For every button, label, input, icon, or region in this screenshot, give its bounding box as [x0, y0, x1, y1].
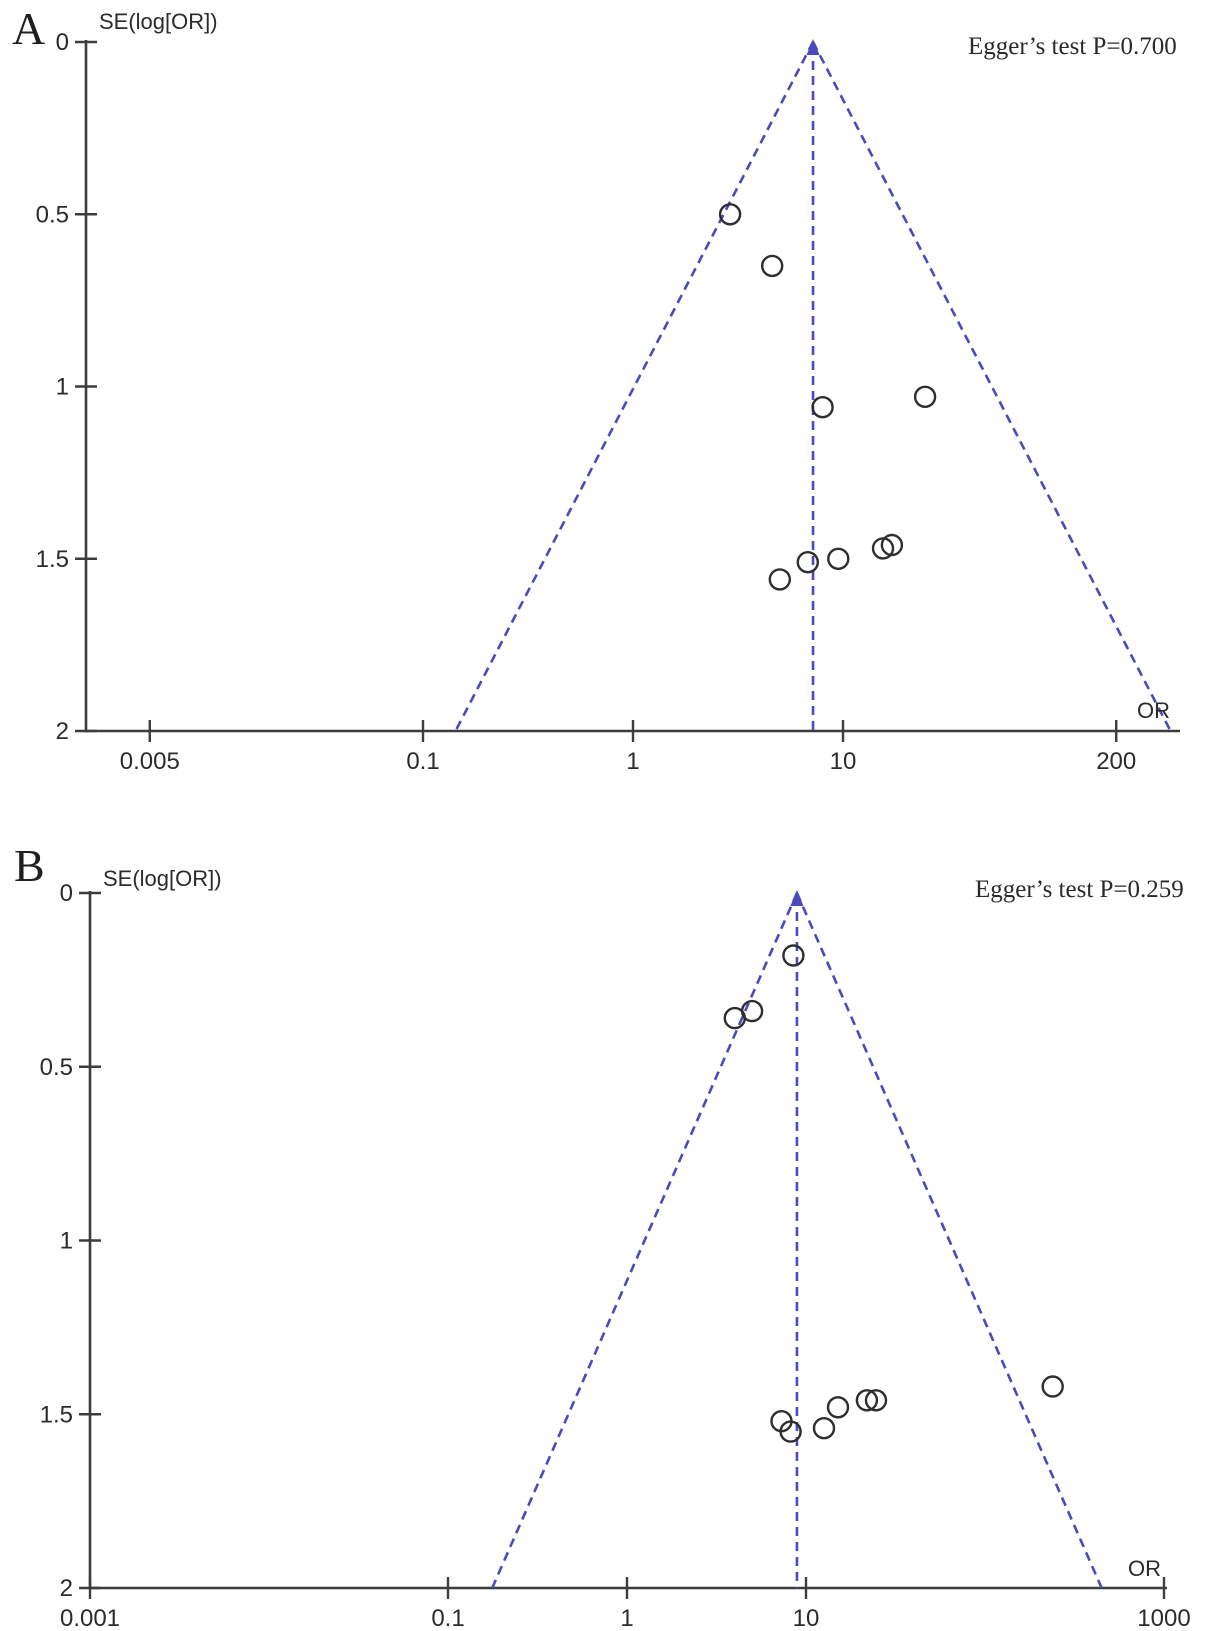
panel-a-x-tick-label: 1	[626, 748, 639, 775]
panel-b-x-tick-label: 0.001	[60, 1605, 120, 1631]
panel-b-study-point	[855, 1389, 879, 1412]
panel-a-x-tick-label: 200	[1096, 748, 1136, 775]
panel-a-study-point	[827, 547, 850, 570]
panel-b-y-tick-label: 0.5	[40, 1054, 73, 1081]
panel-a-study-point	[811, 396, 834, 419]
panel-a-egger-annotation: Egger’s test P=0.700	[968, 33, 1177, 60]
panel-a-study-point	[718, 203, 742, 226]
panel-a-y-axis-title: SE(log[OR])	[99, 9, 218, 34]
panel-a-x-axis-title: OR	[1137, 698, 1170, 723]
panel-b-study-point	[826, 1396, 850, 1419]
panel-b-letter: B	[14, 840, 45, 891]
panel-b-x-tick-label: 1000	[1137, 1605, 1190, 1631]
panel-b-study-point	[740, 999, 764, 1023]
panel-a-x-tick-label: 0.005	[120, 748, 180, 775]
panel-a-study-point	[880, 533, 904, 557]
panel-a-y-tick-label: 0.5	[36, 201, 69, 228]
panel-b-y-axis-title: SE(log[OR])	[103, 866, 222, 891]
panel-a-y-tick-label: 1.5	[36, 546, 69, 573]
panel-a-x-tick-label: 0.1	[406, 748, 439, 775]
panel-b-y-tick-label: 2	[60, 1575, 73, 1602]
panel-a-study-point	[768, 568, 791, 591]
panel-b-y-tick-label: 1.5	[40, 1401, 73, 1428]
panel-a-y-tick-label: 2	[56, 718, 69, 745]
panel-b-egger-annotation: Egger’s test P=0.259	[975, 876, 1184, 903]
panel-a-apex-arrow-icon	[806, 39, 820, 55]
panel-a-study-point	[913, 385, 937, 408]
panel-b-study-point	[782, 944, 805, 967]
panel-b-apex-arrow-icon	[790, 890, 804, 906]
panel-b-y-tick-label: 1	[60, 1228, 73, 1255]
panel-a-funnel-right-ci-line	[811, 41, 1172, 732]
panel-b-x-tick-label: 0.1	[431, 1605, 464, 1631]
panel-a-funnel-left-ci-line	[454, 41, 815, 732]
panel-a-study-point	[796, 551, 819, 574]
panel-b-study-point	[779, 1420, 802, 1443]
panel-a-y-tick-label: 0	[56, 29, 69, 56]
panel-b-y-tick-label: 0	[60, 880, 73, 907]
panel-a-letter: A	[12, 3, 46, 54]
panel-b-funnel-left-ci-line	[491, 892, 799, 1589]
panel-b-study-point	[864, 1389, 888, 1412]
panel-b-x-axis-title: OR	[1128, 1556, 1161, 1581]
panel-b-funnel-right-ci-line	[795, 892, 1103, 1589]
panel-a-study-point	[761, 254, 784, 278]
panel-a-x-tick-label: 10	[830, 748, 857, 775]
panel-a-y-tick-label: 1	[56, 374, 69, 401]
panel-b-x-tick-label: 10	[793, 1605, 820, 1631]
panel-b-study-point	[1041, 1375, 1064, 1398]
panel-b-x-tick-label: 1	[620, 1605, 633, 1631]
panel-b-study-point	[812, 1416, 836, 1440]
